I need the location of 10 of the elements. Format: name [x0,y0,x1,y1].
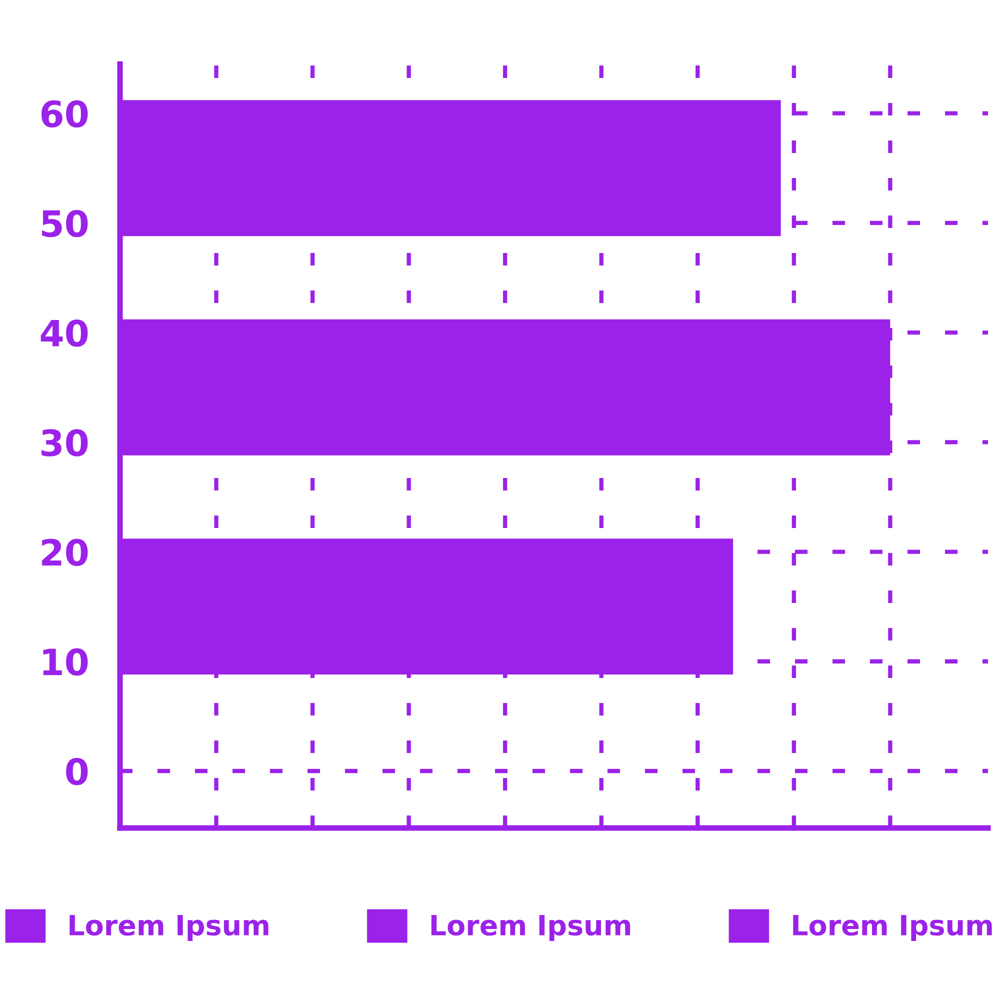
legend-label: Lorem Ipsum [431,915,630,942]
y-tick-label: 50 [42,210,88,238]
y-tick-label: 40 [40,319,88,347]
y-tick-label: 0 [66,758,88,786]
legend-label: Lorem Ipsum [70,915,268,942]
y-tick-label: 30 [42,429,88,456]
y-tick-label: 10 [43,648,88,676]
legend-label: Lorem Ipsum [793,915,992,942]
y-tick-label: 20 [42,538,88,566]
y-tick-label: 60 [41,100,88,128]
